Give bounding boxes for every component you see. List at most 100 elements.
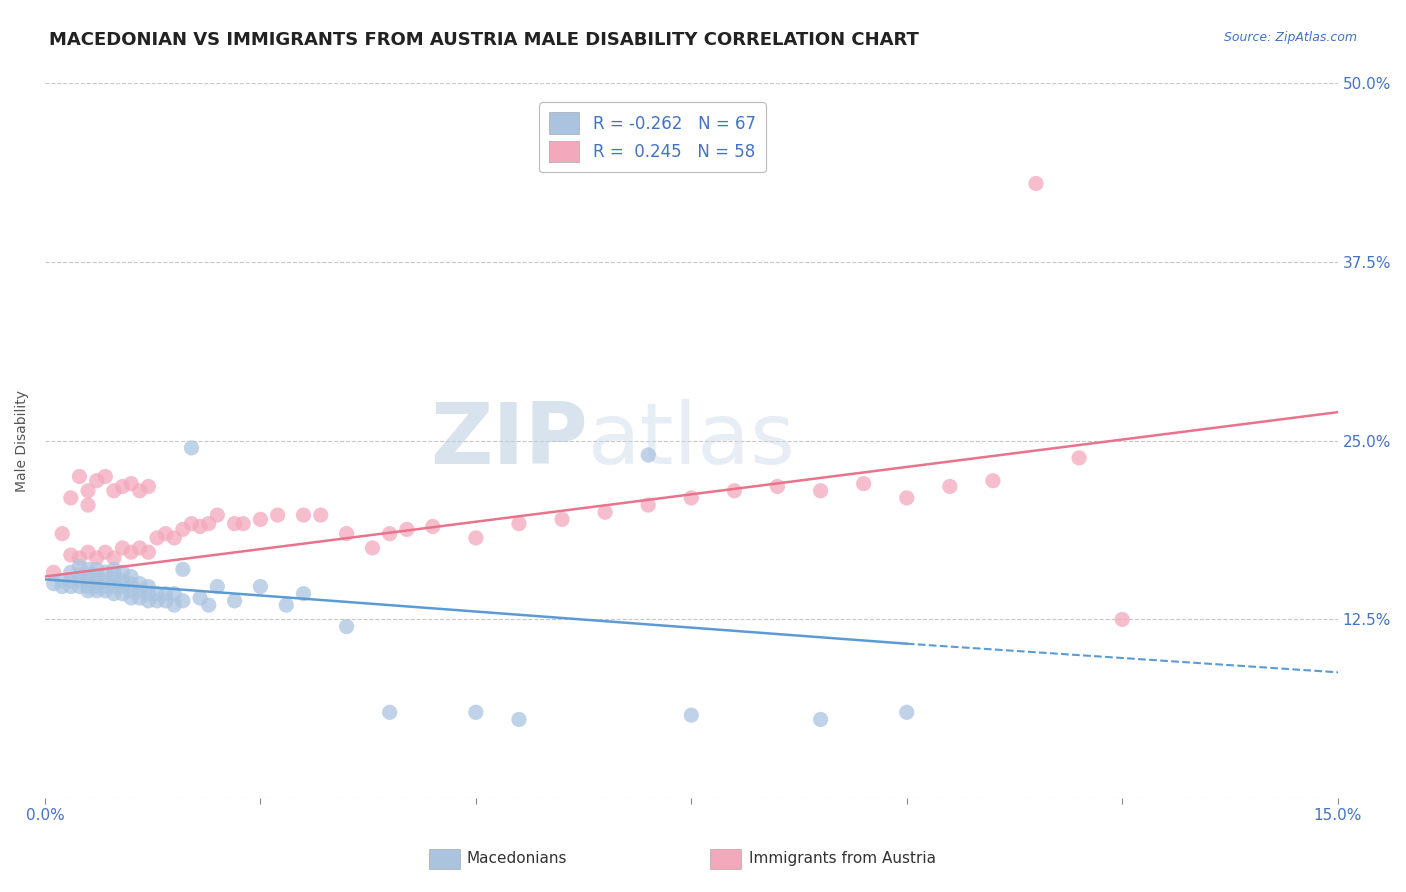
Point (59, 574, 82, 588)
Point (69, 469, 91, 483)
Point (637, 498, 659, 512)
Point (94, 566, 117, 580)
Point (197, 598, 219, 612)
Point (939, 479, 962, 493)
Point (94, 469, 117, 483)
Point (508, 713, 530, 727)
Legend: R = -0.262   N = 67, R =  0.245   N = 58: R = -0.262 N = 67, R = 0.245 N = 58 (540, 103, 766, 172)
Point (723, 483, 745, 498)
Point (111, 574, 134, 588)
Point (120, 591, 142, 605)
Point (86, 551, 108, 566)
Point (422, 519, 444, 533)
Point (249, 512, 271, 526)
Point (59, 491, 82, 505)
Point (77, 583, 100, 598)
Point (464, 706, 486, 720)
Point (395, 522, 418, 536)
Point (336, 526, 359, 541)
Point (155, 587, 177, 601)
Point (120, 576, 142, 591)
Point (42, 576, 65, 591)
Point (77, 483, 100, 498)
Point (180, 441, 202, 455)
Point (86, 583, 108, 598)
Point (1069, 450, 1091, 465)
Point (103, 574, 125, 588)
Point (77, 498, 100, 512)
Point (128, 483, 150, 498)
Point (266, 508, 288, 522)
Point (138, 587, 160, 601)
Point (69, 551, 91, 566)
Point (111, 587, 134, 601)
Point (292, 587, 315, 601)
Point (163, 531, 186, 545)
Point (224, 516, 246, 531)
Point (59, 580, 82, 594)
Point (155, 526, 177, 541)
Point (111, 566, 134, 580)
Point (86, 568, 108, 582)
Point (810, 483, 832, 498)
Point (69, 559, 91, 574)
Point (1025, 177, 1047, 191)
Point (172, 562, 194, 576)
Point (120, 545, 142, 559)
Point (86, 562, 108, 576)
Point (120, 569, 142, 583)
Point (94, 583, 117, 598)
Point (593, 505, 616, 519)
Point (103, 483, 125, 498)
Point (51, 574, 73, 588)
Point (188, 519, 211, 533)
Point (249, 580, 271, 594)
Point (77, 580, 100, 594)
Point (128, 591, 150, 605)
Point (103, 562, 125, 576)
Point (146, 587, 169, 601)
Point (120, 476, 142, 491)
Point (51, 580, 73, 594)
Point (77, 574, 100, 588)
Text: ZIP: ZIP (430, 400, 588, 483)
Point (86, 580, 108, 594)
Text: Source: ZipAtlas.com: Source: ZipAtlas.com (1223, 31, 1357, 45)
Point (155, 594, 177, 608)
Point (42, 566, 65, 580)
Point (276, 598, 298, 612)
Point (207, 580, 229, 594)
Point (94, 580, 117, 594)
Point (197, 516, 219, 531)
Point (69, 568, 91, 582)
Point (292, 508, 315, 522)
Point (336, 619, 359, 633)
Point (128, 576, 150, 591)
Point (508, 516, 530, 531)
Point (810, 713, 832, 727)
Point (224, 594, 246, 608)
Point (69, 580, 91, 594)
Point (378, 706, 401, 720)
Point (180, 516, 202, 531)
Point (188, 591, 211, 605)
Point (207, 508, 229, 522)
Point (172, 522, 194, 536)
Point (103, 587, 125, 601)
Point (103, 551, 125, 566)
Point (103, 580, 125, 594)
Point (172, 594, 194, 608)
Point (146, 531, 169, 545)
Point (766, 479, 789, 493)
Point (146, 594, 169, 608)
Point (138, 545, 160, 559)
Y-axis label: Male Disability: Male Disability (15, 390, 30, 491)
Point (637, 448, 659, 462)
Point (59, 548, 82, 562)
Point (852, 476, 875, 491)
Point (94, 545, 117, 559)
Point (138, 479, 160, 493)
Point (464, 531, 486, 545)
Point (378, 526, 401, 541)
Point (86, 574, 108, 588)
